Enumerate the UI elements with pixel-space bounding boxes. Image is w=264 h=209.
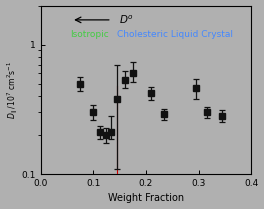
X-axis label: Weight Fraction: Weight Fraction bbox=[108, 194, 184, 203]
Text: Isotropic: Isotropic bbox=[70, 30, 109, 39]
Y-axis label: $D_\parallel$/10$^7$ cm$^2$s$^{-1}$: $D_\parallel$/10$^7$ cm$^2$s$^{-1}$ bbox=[6, 61, 20, 119]
Text: $D^o$: $D^o$ bbox=[119, 14, 134, 26]
Text: Cholesteric Liquid Crystal: Cholesteric Liquid Crystal bbox=[117, 30, 233, 39]
